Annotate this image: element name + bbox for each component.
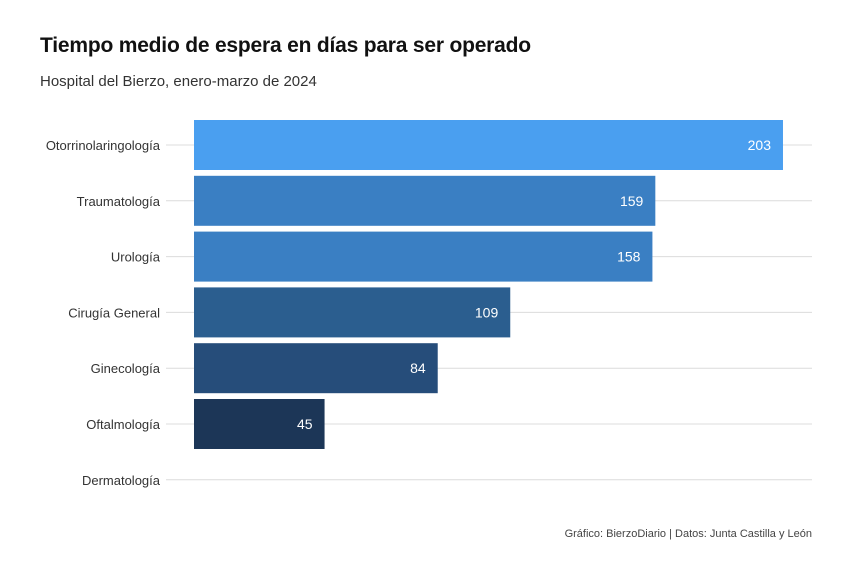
bar-value-label: 45 (297, 416, 313, 432)
bar (194, 175, 656, 226)
bars (194, 120, 783, 449)
category-tick-label: Otorrinolaringología (46, 138, 161, 153)
category-tick-label: Traumatología (77, 194, 161, 209)
category-tick-label: Ginecología (91, 361, 161, 376)
bar (194, 343, 438, 394)
labels: 203 Otorrinolaringología 159 Traumatología 1… (46, 137, 771, 488)
bar (194, 120, 783, 170)
category-tick-label: Dermatología (82, 473, 161, 488)
bar (194, 231, 653, 282)
bar (194, 399, 325, 449)
chart-caption: Gráfico: BierzoDiario | Datos: Junta Cas… (564, 528, 812, 540)
chart-subtitle: Hospital del Bierzo, enero-marzo de 2024 (40, 73, 317, 90)
bar-value-label: 158 (617, 249, 641, 265)
bar-value-label: 159 (620, 193, 644, 209)
chart-title: Tiempo medio de espera en días para ser … (40, 34, 531, 57)
category-tick-label: Cirugía General (68, 305, 160, 320)
bar (194, 287, 511, 338)
bar-value-label: 84 (410, 360, 426, 376)
bar-value-label: 109 (475, 304, 499, 320)
bar-value-label: 203 (748, 137, 772, 153)
category-tick-label: Urología (111, 250, 161, 265)
category-tick-label: Oftalmología (86, 417, 160, 432)
